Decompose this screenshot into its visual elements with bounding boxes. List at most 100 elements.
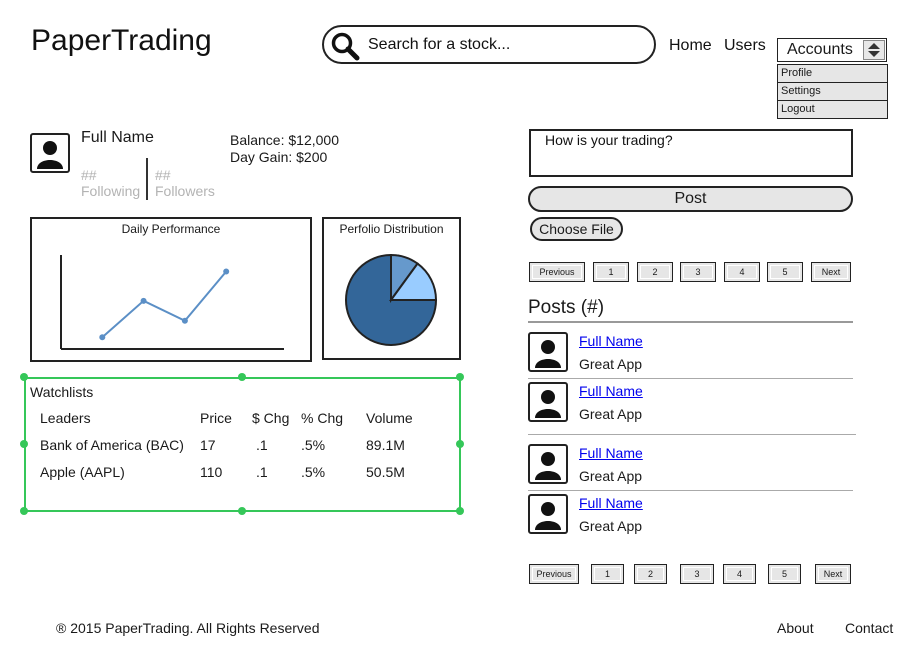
resize-handle[interactable] [238, 373, 246, 381]
balance-value: Balance: $12,000 [230, 132, 339, 148]
portfolio-distribution-panel: Perfolio Distribution [322, 217, 461, 360]
performance-point [140, 297, 147, 304]
pagination-next[interactable]: Next [811, 262, 851, 282]
user-icon [535, 390, 561, 418]
day-gain-value: Day Gain: $200 [230, 149, 328, 165]
row-symbol[interactable]: Bank of America (BAC) [40, 437, 184, 453]
pagination-page-3[interactable]: 3 [680, 564, 714, 584]
post-separator [528, 378, 853, 379]
pagination-page-2[interactable]: 2 [637, 262, 673, 282]
resize-handle[interactable] [238, 507, 246, 515]
search-icon[interactable] [330, 31, 360, 61]
row-percent-change: .5% [301, 464, 326, 480]
post-separator [528, 434, 856, 435]
nav-users-link[interactable]: Users [724, 37, 766, 54]
post-author-link[interactable]: Full Name [579, 383, 643, 399]
resize-handle[interactable] [20, 507, 28, 515]
post-text: Great App [579, 518, 643, 534]
app-logo[interactable]: PaperTrading [31, 24, 212, 57]
post-author-link[interactable]: Full Name [579, 333, 643, 349]
daily-performance-title: Daily Performance [121, 222, 221, 236]
user-icon [535, 452, 561, 480]
user-icon [535, 340, 561, 368]
stats-divider [146, 158, 148, 200]
pagination-next[interactable]: Next [815, 564, 851, 584]
menu-item-profile[interactable]: Profile [778, 65, 887, 83]
performance-point [181, 317, 188, 324]
footer-contact-link[interactable]: Contact [845, 620, 894, 636]
portfolio-distribution-title: Perfolio Distribution [339, 222, 444, 236]
pagination-page-5[interactable]: 5 [767, 262, 803, 282]
post-separator [528, 490, 853, 491]
portfolio-distribution-chart [345, 253, 438, 346]
post-avatar[interactable] [528, 332, 568, 372]
resize-handle[interactable] [20, 373, 28, 381]
performance-point [99, 334, 106, 341]
post-button[interactable]: Post [528, 186, 853, 212]
col-header-percent-change[interactable]: % Chg [301, 410, 344, 426]
post-avatar[interactable] [528, 382, 568, 422]
row-price: 17 [200, 437, 216, 453]
following-label[interactable]: Following [81, 183, 141, 199]
row-dollar-change: .1 [256, 437, 268, 453]
menu-item-settings[interactable]: Settings [778, 83, 887, 101]
post-composer[interactable] [529, 129, 853, 177]
pagination-page-1[interactable]: 1 [593, 262, 629, 282]
user-icon [37, 141, 63, 169]
pagination-page-2[interactable]: 2 [634, 564, 667, 584]
resize-handle[interactable] [456, 440, 464, 448]
user-icon [535, 502, 561, 530]
pagination-previous[interactable]: Previous [529, 262, 585, 282]
selection-handles [20, 373, 464, 515]
col-header-leaders[interactable]: Leaders [40, 410, 91, 426]
row-price: 110 [200, 464, 223, 480]
post-avatar[interactable] [528, 444, 568, 484]
choose-file-button[interactable]: Choose File [530, 217, 623, 241]
menu-item-logout[interactable]: Logout [781, 103, 815, 115]
pagination-page-1[interactable]: 1 [591, 564, 624, 584]
row-volume: 89.1M [366, 437, 405, 453]
search-input[interactable] [368, 33, 638, 57]
accounts-dropdown[interactable]: Accounts [777, 38, 887, 62]
post-text: Great App [579, 406, 643, 422]
resize-handle[interactable] [456, 373, 464, 381]
watchlist-title: Watchlists [30, 384, 94, 400]
post-author-link[interactable]: Full Name [579, 445, 643, 461]
post-text: Great App [579, 468, 643, 484]
posts-heading: Posts (#) [528, 297, 605, 318]
daily-performance-panel: Daily Performance [30, 217, 312, 362]
daily-performance-chart [60, 255, 284, 350]
post-textarea[interactable] [545, 132, 845, 172]
pagination-page-4[interactable]: 4 [724, 262, 760, 282]
col-header-volume[interactable]: Volume [366, 410, 413, 426]
updown-arrows-icon[interactable] [863, 40, 885, 60]
footer-about-link[interactable]: About [777, 620, 814, 636]
col-header-dollar-change[interactable]: $ Chg [252, 410, 290, 426]
performance-line [101, 270, 227, 339]
accounts-menu: Profile Settings Logout [777, 64, 888, 119]
post-text: Great App [579, 356, 643, 372]
post-author-link[interactable]: Full Name [579, 495, 643, 511]
row-symbol[interactable]: Apple (AAPL) [40, 464, 125, 480]
profile-name[interactable]: Full Name [81, 129, 154, 146]
pagination-page-3[interactable]: 3 [680, 262, 716, 282]
row-volume: 50.5M [366, 464, 405, 480]
posts-divider [528, 321, 853, 323]
col-header-price[interactable]: Price [200, 410, 232, 426]
pie-slice [389, 262, 438, 301]
performance-point [223, 268, 230, 275]
followers-label[interactable]: Followers [155, 183, 215, 199]
footer-copyright: ® 2015 PaperTrading. All Rights Reserved [56, 620, 320, 636]
pagination-page-5[interactable]: 5 [768, 564, 801, 584]
profile-avatar[interactable] [30, 133, 70, 173]
resize-handle[interactable] [20, 440, 28, 448]
row-dollar-change: .1 [256, 464, 268, 480]
post-avatar[interactable] [528, 494, 568, 534]
row-percent-change: .5% [301, 437, 326, 453]
search-bar[interactable] [322, 25, 656, 64]
nav-home-link[interactable]: Home [669, 37, 712, 54]
pagination-previous[interactable]: Previous [529, 564, 579, 584]
resize-handle[interactable] [456, 507, 464, 515]
pagination-page-4[interactable]: 4 [723, 564, 756, 584]
following-count: ## [81, 167, 97, 183]
